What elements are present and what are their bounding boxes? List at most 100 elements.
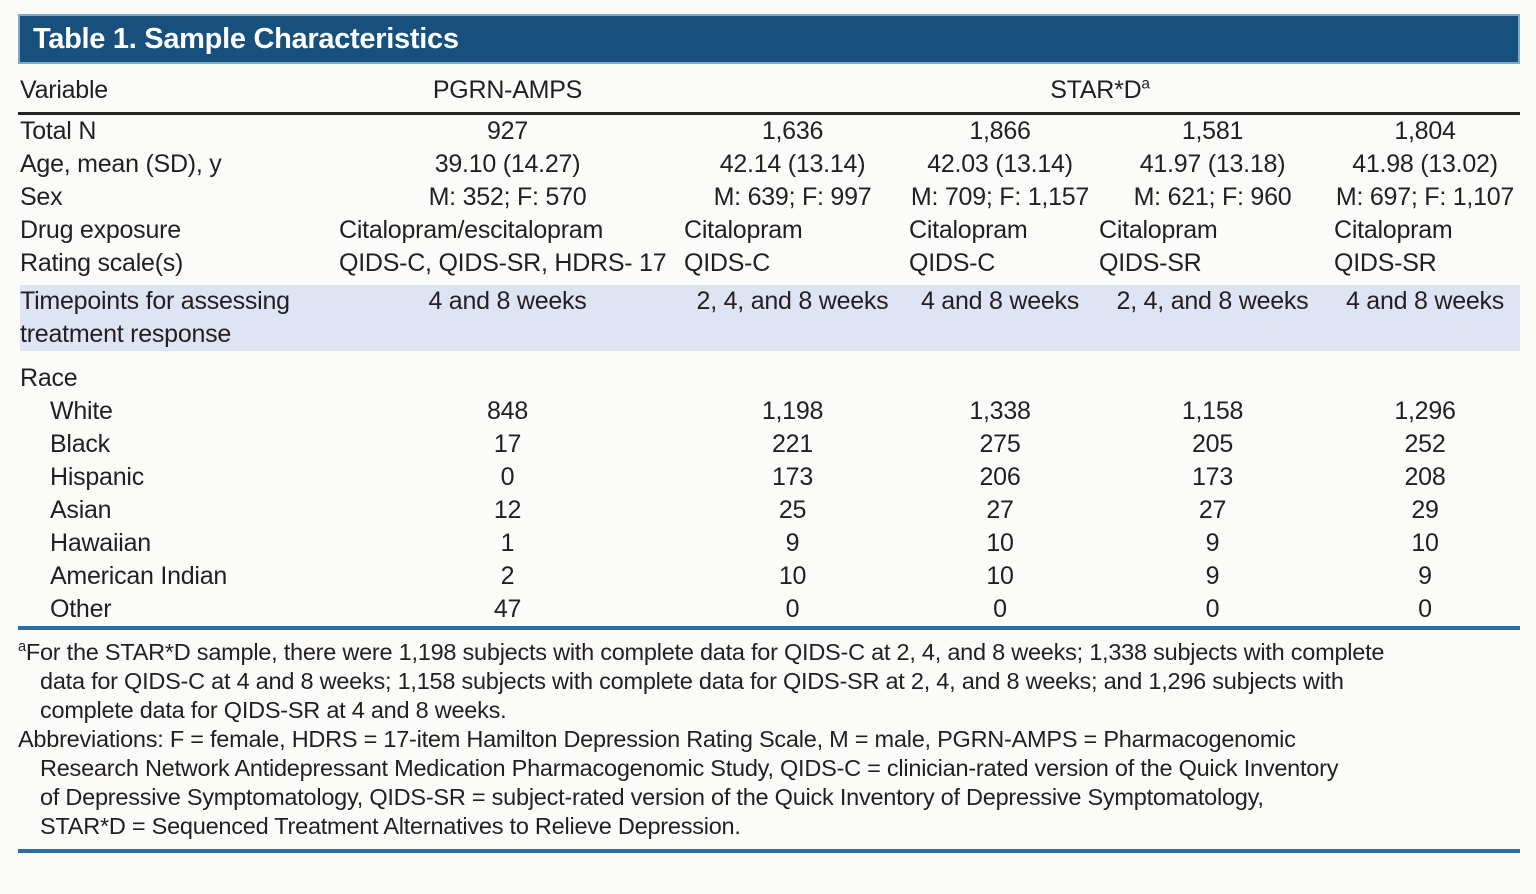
data-cell: 47 (493, 595, 522, 623)
table-body: Total N 927 1,636 1,866 1,581 1,804 Age, mean … (18, 114, 1520, 629)
abbreviations-line: Research Network Antidepressant Medicati… (40, 755, 1339, 781)
data-cell: 41.98 (13.02) (1352, 150, 1498, 178)
data-cell: 0 (500, 463, 515, 491)
data-cell: 4 and 8 weeks (1330, 280, 1520, 356)
abbreviations-line: STAR*D = Sequenced Treatment Alternative… (40, 813, 741, 839)
data-cell: Citalopram (1334, 216, 1453, 244)
data-cell: 173 (1192, 463, 1233, 491)
table-row: Age, mean (SD), y 39.10 (14.27) 42.14 (13.… (18, 148, 1520, 181)
data-cell: 12 (493, 496, 522, 524)
data-cell: 1,296 (1394, 397, 1456, 425)
data-cell: 205 (1192, 430, 1233, 458)
data-cell: M: 352; F: 570 (428, 183, 587, 211)
data-cell: 27 (1198, 496, 1227, 524)
abbreviations-line: of Depressive Symptomatology, QIDS-SR = … (40, 784, 1264, 810)
data-cell: 1,866 (969, 117, 1031, 145)
row-label: Rating scale(s) (20, 249, 184, 277)
table-row: Hawaiian 1 9 10 9 10 (18, 527, 1520, 560)
data-cell: 221 (772, 430, 813, 458)
table-header: Variable PGRN-AMPS STAR*Da (18, 64, 1520, 115)
data-cell: 927 (487, 117, 528, 145)
data-cell: M: 697; F: 1,107 (1335, 183, 1515, 211)
row-label: Other (50, 595, 112, 623)
header-row: Variable PGRN-AMPS STAR*Da (18, 64, 1520, 115)
table-title: Table 1. Sample Characteristics (33, 22, 459, 55)
row-label: Drug exposure (20, 216, 181, 244)
table-row: Hispanic 0 173 206 173 208 (18, 461, 1520, 494)
data-cell (905, 356, 1095, 395)
stard-footnote-marker: a (1141, 75, 1150, 93)
table-row: White 848 1,198 1,338 1,158 1,296 (18, 395, 1520, 428)
data-cell: 10 (778, 562, 807, 590)
data-cell: 10 (986, 562, 1014, 590)
data-cell: 0 (993, 595, 1007, 623)
stard-label: STAR*D (1050, 76, 1142, 104)
row-label: Sex (20, 183, 63, 211)
data-cell: 39.10 (14.27) (434, 150, 581, 178)
data-cell: QIDS-SR (1334, 249, 1437, 277)
data-cell: M: 621; F: 960 (1133, 183, 1292, 211)
data-cell: 208 (1404, 463, 1446, 491)
table-row: Drug exposure Citalopram/escitalopram Cita… (18, 214, 1520, 247)
data-cell: 1,158 (1181, 397, 1244, 425)
table-title-bar: Table 1. Sample Characteristics (18, 14, 1520, 64)
data-cell: 25 (778, 496, 807, 524)
row-label: Hawaiian (50, 529, 151, 557)
data-cell: 29 (1411, 496, 1439, 524)
data-cell: Citalopram (1099, 216, 1218, 244)
data-cell: 2, 4, and 8 weeks (680, 280, 905, 356)
data-cell: 4 and 8 weeks (335, 280, 680, 356)
data-cell: 42.14 (13.14) (719, 150, 866, 178)
data-cell: 10 (1411, 529, 1439, 557)
data-cell: 1,198 (761, 397, 824, 425)
row-label: Black (50, 430, 110, 458)
data-cell: 9 (785, 529, 800, 557)
data-cell: 1,338 (969, 397, 1031, 425)
row-label: Race (20, 364, 78, 392)
data-cell: 2 (500, 562, 515, 590)
table-row: Other 47 0 0 0 0 (18, 593, 1520, 628)
data-cell: 1 (500, 529, 515, 557)
data-cell: 1,804 (1394, 117, 1456, 145)
footnote-text: For the STAR*D sample, there were 1,198 … (25, 639, 1385, 665)
data-cell: 41.97 (13.18) (1139, 150, 1286, 178)
abbreviations-line: Abbreviations: F = female, HDRS = 17-ite… (18, 726, 1296, 752)
table-row: Timepoints for assessing treatment respo… (18, 280, 1520, 356)
data-cell: Citalopram (684, 216, 803, 244)
data-cell: QIDS-C (909, 249, 996, 277)
footnotes: aFor the STAR*D sample, there were 1,198… (18, 630, 1520, 841)
data-cell: 0 (1418, 595, 1432, 623)
row-label: Age, mean (SD), y (20, 150, 222, 178)
table-row: Sex M: 352; F: 570 M: 639; F: 997 M: 709; F… (18, 181, 1520, 214)
data-cell: 206 (979, 463, 1021, 491)
data-cell: 27 (986, 496, 1014, 524)
footnote-a-line: aFor the STAR*D sample, there were 1,198… (18, 638, 1520, 667)
column-header-pgrn-amps: PGRN-AMPS (335, 64, 680, 115)
data-cell: 1,581 (1181, 117, 1244, 145)
row-label: Hispanic (50, 463, 144, 491)
row-label: Timepoints for assessing treatment respo… (18, 280, 335, 356)
footnote-a-line: data for QIDS-C at 4 and 8 weeks; 1,158 … (40, 668, 1344, 694)
data-cell: 10 (986, 529, 1014, 557)
data-cell: 0 (785, 595, 800, 623)
table-row: Race (18, 356, 1520, 395)
data-cell: 9 (1418, 562, 1432, 590)
data-cell: 0 (1205, 595, 1220, 623)
data-cell: M: 639; F: 997 (713, 183, 872, 211)
bottom-rule (18, 849, 1520, 853)
data-cell: 4 and 8 weeks (905, 280, 1095, 356)
data-cell: 9 (1205, 529, 1220, 557)
row-label: Total N (20, 117, 97, 145)
table-row: Asian 12 25 27 27 29 (18, 494, 1520, 527)
table-row: Total N 927 1,636 1,866 1,581 1,804 (18, 114, 1520, 149)
table-row: American Indian 2 10 10 9 9 (18, 560, 1520, 593)
data-cell (680, 356, 905, 395)
data-cell: Citalopram (909, 216, 1028, 244)
table-row: Black 17 221 275 205 252 (18, 428, 1520, 461)
data-cell: 848 (487, 397, 528, 425)
data-cell (1330, 356, 1520, 395)
data-cell (335, 356, 680, 395)
characteristics-table: Variable PGRN-AMPS STAR*Da Total N 927 1,6… (18, 64, 1520, 630)
data-cell: 252 (1404, 430, 1446, 458)
data-cell: 2, 4, and 8 weeks (1095, 280, 1330, 356)
